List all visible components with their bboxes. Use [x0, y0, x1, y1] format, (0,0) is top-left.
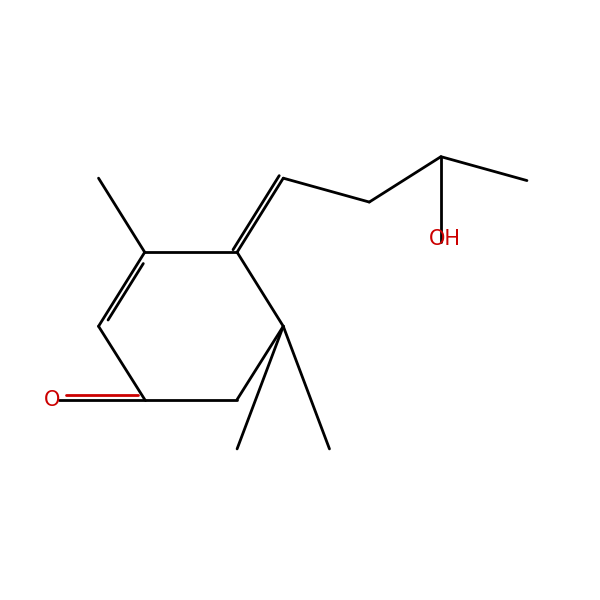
Text: O: O [44, 389, 61, 410]
Text: OH: OH [429, 229, 461, 248]
